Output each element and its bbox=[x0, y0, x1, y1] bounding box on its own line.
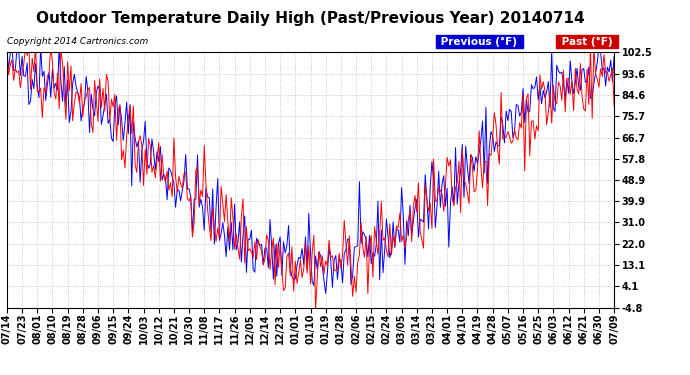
Text: Copyright 2014 Cartronics.com: Copyright 2014 Cartronics.com bbox=[7, 38, 148, 46]
Text: Previous (°F): Previous (°F) bbox=[437, 37, 521, 47]
Text: Outdoor Temperature Daily High (Past/Previous Year) 20140714: Outdoor Temperature Daily High (Past/Pre… bbox=[36, 11, 585, 26]
Text: Past (°F): Past (°F) bbox=[558, 37, 616, 47]
